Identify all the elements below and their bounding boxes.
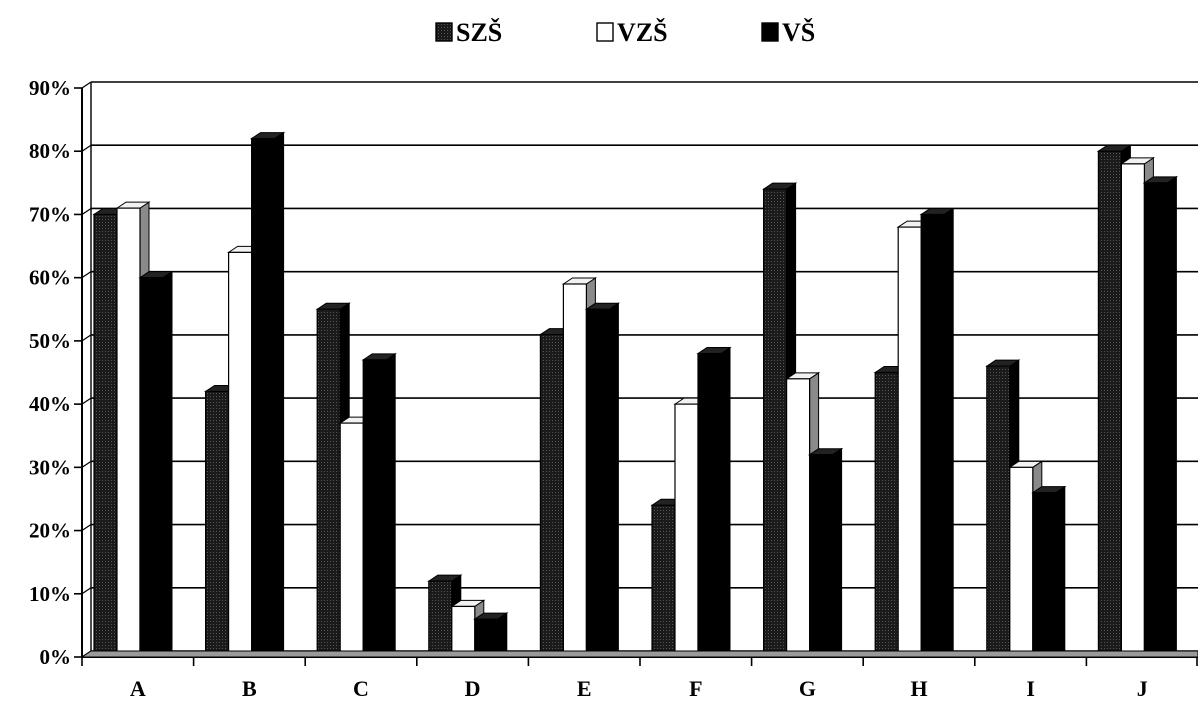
bar-C-3 xyxy=(361,352,397,658)
bar-front xyxy=(920,213,945,658)
x-tick-label: J xyxy=(1137,676,1148,699)
bar-front xyxy=(874,371,899,658)
y-tick-label: 70% xyxy=(29,202,71,226)
legend-label: VZŠ xyxy=(617,18,668,47)
y-tick-label: 80% xyxy=(29,139,71,163)
bar-side xyxy=(385,352,396,658)
y-tick-label: 20% xyxy=(29,519,71,543)
bar-front xyxy=(1009,466,1034,658)
bar-front xyxy=(93,213,118,658)
x-tick-label: I xyxy=(1026,676,1035,699)
bar-front xyxy=(897,226,922,658)
x-tick-label: F xyxy=(689,676,702,699)
bar-front xyxy=(205,390,230,658)
legend-swatch xyxy=(596,22,614,42)
bar-front xyxy=(539,333,565,658)
x-tick-label: C xyxy=(353,676,369,699)
bar-J-3 xyxy=(1142,175,1179,658)
gridline-depth xyxy=(81,524,92,532)
bar-side xyxy=(943,207,954,658)
bar-side xyxy=(832,447,843,658)
bar-A-3 xyxy=(138,270,174,658)
bar-I-3 xyxy=(1031,485,1067,658)
bar-front xyxy=(251,137,276,658)
bar-front xyxy=(808,454,834,658)
bar-side xyxy=(274,131,285,658)
y-tick-label: 40% xyxy=(29,392,71,416)
bar-H-3 xyxy=(919,207,955,658)
bar-E-3 xyxy=(584,302,621,658)
bar-front xyxy=(228,251,253,658)
legend-item: SZŠ xyxy=(435,18,502,47)
x-tick-label: D xyxy=(465,676,481,699)
bar-front xyxy=(362,359,387,658)
legend-swatch xyxy=(435,22,453,42)
bar-front xyxy=(139,277,164,658)
legend-label: SZŠ xyxy=(456,18,502,47)
bar-front xyxy=(697,352,722,658)
gridline-depth xyxy=(81,397,92,405)
bar-front xyxy=(316,308,341,658)
y-tick-label: 30% xyxy=(29,455,71,479)
bar-front xyxy=(674,403,699,658)
bar-front xyxy=(428,580,453,658)
bar-front xyxy=(562,283,588,658)
x-tick-label: G xyxy=(799,676,816,699)
bar-side xyxy=(1055,485,1066,658)
gridline-depth xyxy=(81,334,92,342)
x-tick-label: A xyxy=(130,676,146,699)
chart-floor xyxy=(80,650,1198,658)
gridline-depth xyxy=(81,144,92,152)
bar-front xyxy=(1032,492,1057,658)
bar-front xyxy=(116,207,141,658)
x-tick-label: E xyxy=(577,676,592,699)
y-tick-label: 90% xyxy=(29,76,71,100)
bar-front xyxy=(1120,163,1146,658)
gridline-depth xyxy=(81,587,92,595)
legend-item: VŠ xyxy=(761,18,815,47)
legend: SZŠ VZŠ VŠ xyxy=(435,18,815,47)
gridline-depth xyxy=(81,460,92,468)
bar-front xyxy=(451,605,476,658)
bar-side xyxy=(1166,175,1177,658)
bar-side xyxy=(162,270,173,658)
legend-item: VZŠ xyxy=(596,18,668,47)
y-tick-label: 0% xyxy=(40,645,72,669)
y-tick-label: 60% xyxy=(29,266,71,290)
bar-front xyxy=(762,188,788,658)
bar-side xyxy=(720,346,731,658)
bar-side xyxy=(497,612,508,658)
bar-front xyxy=(1097,150,1123,658)
y-tick-label: 50% xyxy=(29,329,71,353)
y-tick-label: 10% xyxy=(29,582,71,606)
legend-swatch xyxy=(761,22,779,42)
bar-G-3 xyxy=(807,447,844,658)
bar-front xyxy=(1143,182,1169,658)
x-tick-label: B xyxy=(242,676,257,699)
gridline-depth xyxy=(81,81,92,89)
bar-front xyxy=(339,422,364,658)
bar-front xyxy=(986,365,1011,658)
x-tick-label: H xyxy=(910,676,927,699)
legend-label: VŠ xyxy=(782,18,815,47)
bar-B-3 xyxy=(249,131,286,658)
gridline-depth xyxy=(81,271,92,279)
bar-front xyxy=(585,308,611,658)
bar-F-3 xyxy=(696,346,732,658)
bar-front xyxy=(651,504,676,658)
gridline-depth xyxy=(81,207,92,215)
bar-front xyxy=(785,378,811,658)
bar-D-3 xyxy=(473,612,509,658)
bar-side xyxy=(608,302,619,658)
